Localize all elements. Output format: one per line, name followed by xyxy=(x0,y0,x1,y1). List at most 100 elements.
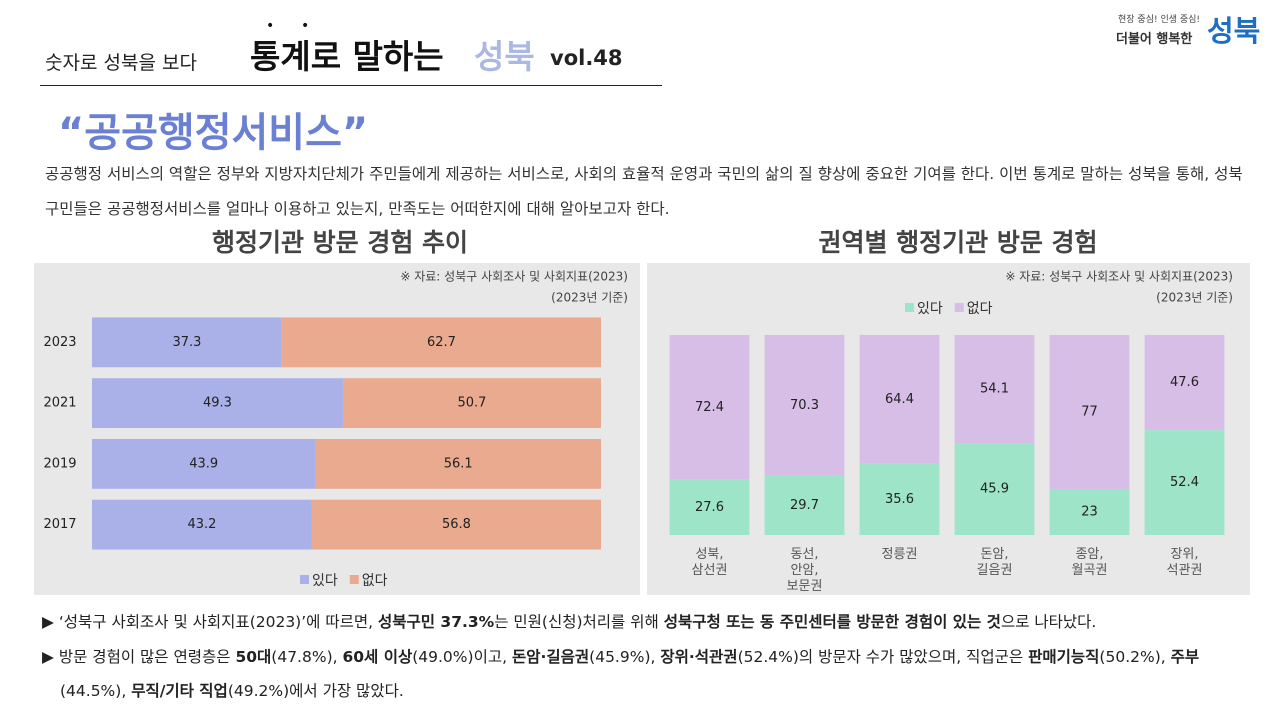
note-run: 50대 xyxy=(235,648,272,666)
series-label: 숫자로 성북을 보다 xyxy=(45,52,197,74)
logo-prefix: 더불어 행복한 xyxy=(1116,32,1193,47)
data-label: 50.7 xyxy=(457,396,486,411)
volume: vol.48 xyxy=(550,46,623,70)
basis-note: (2023년 기준) xyxy=(1156,291,1233,305)
data-label: 77 xyxy=(1081,405,1098,420)
title-main: 통계로 말하는 xyxy=(250,37,444,76)
y-tick-label: 2019 xyxy=(43,456,76,471)
title-accent: 성북 xyxy=(474,37,535,76)
data-label: 43.9 xyxy=(189,456,218,471)
legend-label: 없다 xyxy=(967,301,993,317)
bar-segment xyxy=(954,443,1035,535)
bar-segment xyxy=(1144,335,1225,431)
bar-segment xyxy=(311,499,601,550)
data-label: 54.1 xyxy=(980,382,1009,397)
note-run: 성북구민 37.3% xyxy=(377,613,495,631)
legend-swatch xyxy=(954,303,964,312)
bullet: ▶ xyxy=(42,648,59,666)
note-run: (45.9%), xyxy=(589,648,661,666)
data-label: 62.7 xyxy=(427,335,456,350)
note-run: (52.4%)의 방문자 수가 많았으며, 직업군은 xyxy=(737,648,1029,666)
data-label: 70.3 xyxy=(790,398,819,413)
x-tick-label: 장위, 석관권 xyxy=(1166,547,1203,578)
note-run: 장위·석관권 xyxy=(660,648,738,666)
x-tick-label: 종암, 월곡권 xyxy=(1071,547,1108,578)
note-run: (50.2%), xyxy=(1099,648,1171,666)
x-tick-label: 돈암, 길음권 xyxy=(976,547,1013,578)
note: ▶ ‘성북구 사회조사 및 사회지표(2023)’에 따르면, 성북구민 37.… xyxy=(42,605,1242,639)
logo-name: 성북 xyxy=(1207,14,1261,48)
note-run: (49.2%)에서 가장 많았다. xyxy=(227,682,404,700)
note-run: ‘성북구 사회조사 및 사회지표(2023)’에 따르면, xyxy=(58,613,378,631)
note-run: 성북구청 또는 동 주민센터를 방문한 경험이 있는 것 xyxy=(663,613,1001,631)
legend-swatch xyxy=(349,575,359,584)
note-run: 방문 경험이 많은 연령층은 xyxy=(58,648,236,666)
note-run: 주부 xyxy=(1170,648,1200,666)
note-run: 돈암·길음권 xyxy=(511,648,590,666)
data-label: 45.9 xyxy=(980,482,1009,497)
data-label: 56.1 xyxy=(444,456,473,471)
data-label: 52.4 xyxy=(1170,475,1199,490)
legend-swatch xyxy=(300,575,309,584)
data-label: 47.6 xyxy=(1170,375,1199,390)
x-tick-label: 정릉권 xyxy=(881,547,918,562)
data-label: 27.6 xyxy=(695,500,724,515)
data-label: 29.7 xyxy=(790,498,819,513)
header-rule xyxy=(40,85,662,86)
bar-segment xyxy=(669,479,750,535)
bar-segment xyxy=(281,317,601,368)
chart-title: 권역별 행정기관 방문 경험 xyxy=(818,228,1097,257)
bar-segment xyxy=(92,378,343,429)
bar-segment xyxy=(1049,489,1130,535)
intro: 공공행정 서비스의 역할은 정부와 지방자치단체가 주민들에게 제공하는 서비스… xyxy=(45,165,1243,218)
bar-segment xyxy=(954,335,1035,444)
basis-note: (2023년 기준) xyxy=(551,291,628,305)
data-label: 23 xyxy=(1081,505,1098,520)
data-label: 64.4 xyxy=(885,392,914,407)
bar-segment xyxy=(1049,335,1130,489)
bar-segment xyxy=(92,317,282,368)
bar-segment xyxy=(315,438,601,489)
bar-segment xyxy=(92,499,312,550)
bar-segment xyxy=(859,463,940,535)
legend-label: 없다 xyxy=(362,573,388,589)
bar-segment xyxy=(764,475,845,535)
x-tick-label: 성북, 삼선권 xyxy=(691,547,728,578)
data-label: 56.8 xyxy=(442,517,471,532)
bullet: ▶ xyxy=(42,613,59,631)
topic-title: “공공행정서비스” xyxy=(58,110,369,156)
note-run: (44.5%), xyxy=(60,682,132,700)
source-note: ※ 자료: 성북구 사회조사 및 사회지표(2023) xyxy=(400,270,628,284)
bar-segment xyxy=(859,335,940,464)
data-label: 37.3 xyxy=(172,335,201,350)
logo-slogan: 현장 중심! 인생 중심! xyxy=(1118,15,1201,25)
bar-segment xyxy=(669,335,750,480)
y-tick-label: 2023 xyxy=(43,335,76,350)
data-label: 49.3 xyxy=(203,396,232,411)
note-run: 으로 나타났다. xyxy=(1000,613,1097,631)
emphasis-dots: • • xyxy=(266,18,310,34)
x-tick-label: 동선, 안암, 보문권 xyxy=(786,547,823,594)
data-label: 72.4 xyxy=(695,400,724,415)
legend-label: 있다 xyxy=(312,573,338,589)
bar-segment xyxy=(1144,430,1225,535)
legend-label: 있다 xyxy=(917,301,943,317)
legend-swatch xyxy=(905,303,914,312)
source-note: ※ 자료: 성북구 사회조사 및 사회지표(2023) xyxy=(1005,270,1233,284)
bar-segment xyxy=(92,438,316,489)
note-run: 판매기능직 xyxy=(1028,648,1100,666)
note-run: 무직/기타 직업 xyxy=(131,682,228,700)
data-label: 43.2 xyxy=(187,517,216,532)
note-run: 는 민원(신청)처리를 위해 xyxy=(494,613,664,631)
y-tick-label: 2021 xyxy=(43,396,76,411)
y-tick-label: 2017 xyxy=(43,517,76,532)
note-run: (47.8%), xyxy=(271,648,343,666)
note-run: 60세 이상 xyxy=(342,648,413,666)
note-run: (49.0%)이고, xyxy=(412,648,512,666)
chart-title: 행정기관 방문 경험 추이 xyxy=(212,228,468,257)
note: ▶ 방문 경험이 많은 연령층은 50대(47.8%), 60세 이상(49.0… xyxy=(42,640,1242,708)
data-label: 35.6 xyxy=(885,492,914,507)
bar-segment xyxy=(764,335,845,476)
